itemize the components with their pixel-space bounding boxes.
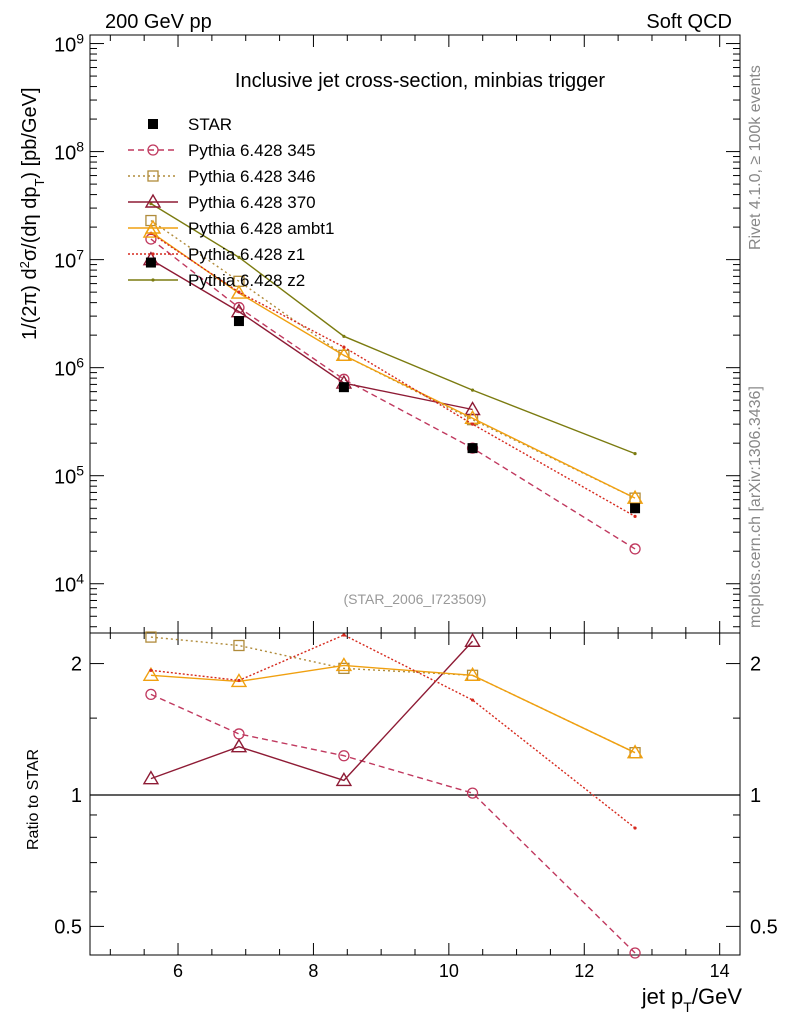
ratio-ylabel: Ratio to STAR bbox=[25, 749, 42, 850]
series-point-z1 bbox=[633, 514, 637, 519]
series-line-345 bbox=[150, 238, 636, 550]
ratio-point-345 bbox=[233, 728, 245, 740]
ratio-line-ambt1 bbox=[150, 664, 636, 754]
legend-marker bbox=[148, 119, 158, 129]
series-point-ambt1 bbox=[230, 284, 248, 299]
series-point-ambt1 bbox=[626, 489, 644, 504]
ratio-panel-frame bbox=[89, 632, 741, 956]
ratio-y-tick-label-right: 1 bbox=[750, 785, 761, 807]
star-data-point bbox=[233, 316, 244, 327]
series-line-z2 bbox=[150, 203, 636, 455]
ratio-point-ambt1 bbox=[626, 744, 644, 759]
legend-marker bbox=[147, 144, 159, 156]
ratio-point-345 bbox=[629, 947, 641, 959]
star-data-point bbox=[338, 382, 349, 393]
main-ylabel: 1/(2π) d2σ/(dη dpT) [pb/GeV] bbox=[17, 87, 47, 340]
legend-marker bbox=[151, 252, 155, 256]
ratio-line-345 bbox=[150, 693, 636, 954]
ratio-point-z1 bbox=[342, 633, 346, 637]
legend-label: Pythia 6.428 z2 bbox=[188, 271, 305, 290]
ratio-y-tick-label: 0.5 bbox=[54, 916, 82, 938]
ratio-point-345 bbox=[338, 750, 350, 762]
y-tick-label: 109 bbox=[54, 31, 84, 57]
legend-marker bbox=[144, 219, 162, 234]
legend-label: STAR bbox=[188, 115, 232, 134]
series-point-z2 bbox=[149, 202, 153, 206]
ratio-line-370 bbox=[150, 640, 474, 782]
legend-label: Pythia 6.428 z1 bbox=[188, 245, 305, 264]
star-data-point bbox=[145, 257, 156, 268]
ratio-y-tick-label: 1 bbox=[71, 785, 82, 807]
x-tick-label: 10 bbox=[439, 961, 459, 981]
series-line-ambt1 bbox=[150, 231, 636, 499]
ratio-line-z1 bbox=[150, 634, 636, 829]
series-point-z1 bbox=[237, 290, 241, 294]
ratio-y-tick-label-right: 2 bbox=[750, 654, 761, 676]
star-data-point bbox=[630, 503, 641, 514]
y-tick-label: 104 bbox=[54, 571, 84, 597]
mcplots-label: mcplots.cern.ch [arXiv:1306.3436] bbox=[747, 386, 764, 628]
series-point-ambt1 bbox=[335, 346, 353, 362]
legend-label: Pythia 6.428 345 bbox=[188, 141, 316, 160]
series-point-z2 bbox=[470, 388, 475, 392]
ratio-point-346 bbox=[233, 639, 245, 652]
analysis-watermark: (STAR_2006_I723509) bbox=[344, 591, 487, 607]
ratio-point-z1 bbox=[237, 678, 241, 683]
legend-label: Pythia 6.428 346 bbox=[188, 167, 316, 186]
chart-title: Inclusive jet cross-section, minbias tri… bbox=[235, 70, 605, 92]
legend-label: Pythia 6.428 ambt1 bbox=[188, 219, 334, 238]
legend-marker bbox=[144, 193, 162, 208]
rivet-label: Rivet 4.1.0, ≥ 100k events bbox=[747, 65, 764, 250]
series-point-z2 bbox=[237, 255, 241, 259]
x-tick-label: 12 bbox=[574, 961, 594, 981]
x-tick-label: 8 bbox=[308, 961, 318, 981]
ratio-point-z1 bbox=[470, 698, 475, 702]
series-point-345 bbox=[233, 301, 245, 314]
series-point-z2 bbox=[342, 334, 346, 338]
series-point-z1 bbox=[342, 345, 346, 349]
ratio-point-370 bbox=[230, 738, 248, 753]
legend-marker bbox=[147, 170, 159, 182]
x-tick-label: 6 bbox=[173, 961, 183, 981]
ratio-y-tick-label-right: 0.5 bbox=[750, 916, 778, 938]
star-data-point bbox=[467, 443, 478, 454]
ratio-point-345 bbox=[145, 688, 157, 701]
ratio-point-370 bbox=[335, 772, 353, 787]
series-point-370 bbox=[464, 401, 481, 416]
series-point-z2 bbox=[633, 452, 637, 456]
ratio-point-z1 bbox=[149, 668, 153, 672]
ratio-line-346 bbox=[150, 636, 636, 754]
xlabel: jet pT/GeV bbox=[641, 984, 743, 1015]
x-tick-label: 14 bbox=[710, 961, 730, 981]
header-left: 200 GeV pp bbox=[105, 11, 212, 33]
y-tick-label: 105 bbox=[54, 463, 84, 489]
y-tick-label: 106 bbox=[54, 355, 84, 381]
ratio-point-ambt1 bbox=[464, 666, 481, 682]
series-line-370 bbox=[150, 259, 473, 411]
y-tick-label: 108 bbox=[54, 139, 84, 165]
ratio-point-370 bbox=[464, 632, 481, 647]
ratio-point-z1 bbox=[633, 826, 637, 830]
ratio-point-ambt1 bbox=[142, 666, 160, 682]
ratio-point-346 bbox=[145, 631, 157, 643]
legend-marker bbox=[151, 278, 155, 282]
ratio-point-345 bbox=[466, 787, 479, 799]
y-tick-label: 107 bbox=[54, 247, 84, 273]
series-point-z1 bbox=[470, 422, 475, 426]
legend-label: Pythia 6.428 370 bbox=[188, 193, 316, 212]
ratio-y-tick-label: 2 bbox=[71, 654, 82, 676]
series-point-345 bbox=[629, 543, 641, 555]
header-right: Soft QCD bbox=[646, 11, 732, 33]
ratio-point-370 bbox=[142, 770, 160, 785]
ratio-point-ambt1 bbox=[335, 657, 353, 672]
